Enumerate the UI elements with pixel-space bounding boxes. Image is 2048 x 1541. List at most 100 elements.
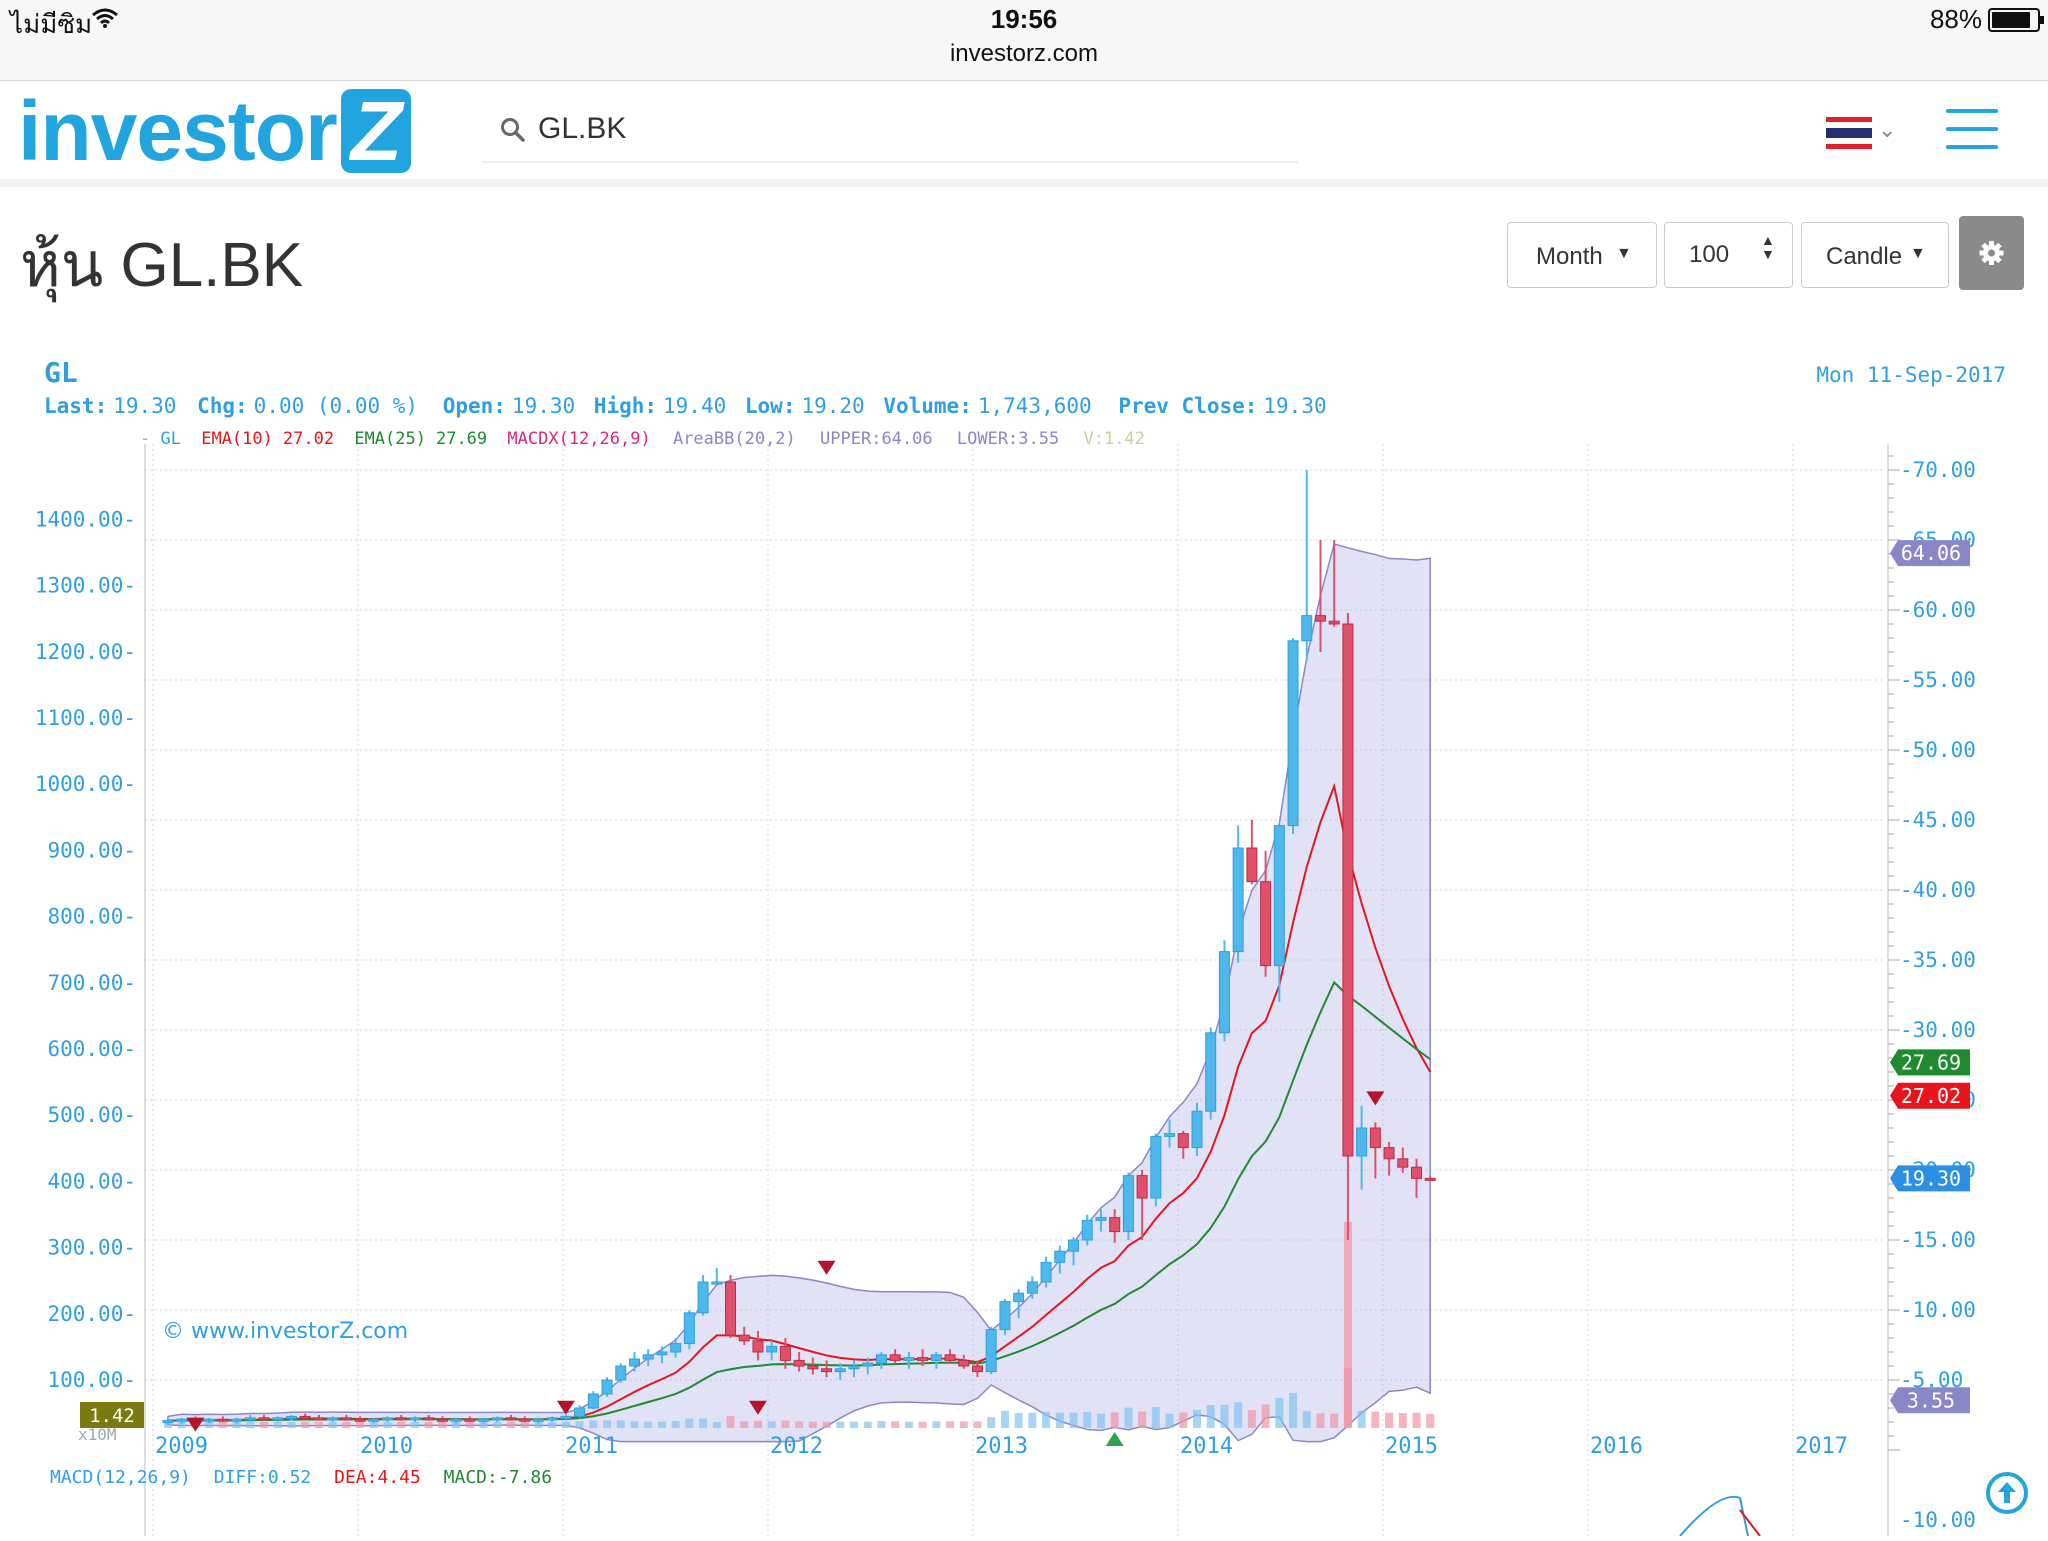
candle-body bbox=[1424, 1177, 1436, 1181]
volume-bar bbox=[397, 1421, 406, 1428]
bars-count-value: 100 bbox=[1689, 241, 1730, 268]
candle-body bbox=[1122, 1175, 1134, 1233]
candle-body bbox=[423, 1417, 435, 1421]
left-axis-tick-label: 900.00- bbox=[47, 838, 136, 862]
macd-axis-tick-label: -10.00 bbox=[1900, 1508, 1976, 1532]
right-axis-tick-label: -30.00 bbox=[1900, 1018, 1976, 1042]
candle-body bbox=[1136, 1175, 1148, 1199]
volume-bar bbox=[1138, 1411, 1147, 1428]
macd-dea: DEA:4.45 bbox=[334, 1467, 421, 1488]
volume-bar bbox=[1247, 1410, 1256, 1428]
candle-body bbox=[834, 1368, 846, 1373]
candle-body bbox=[1260, 881, 1272, 967]
candle-body bbox=[1356, 1127, 1368, 1157]
volume-bar bbox=[465, 1421, 474, 1428]
investorz-logo[interactable]: investor Z bbox=[18, 89, 412, 173]
volume-bar bbox=[753, 1420, 762, 1428]
volume-bar bbox=[164, 1421, 172, 1428]
candle-body bbox=[628, 1358, 640, 1367]
sell-signal-triangle bbox=[748, 1400, 767, 1415]
left-axis-tick-label: 300.00- bbox=[47, 1236, 136, 1260]
watermark: © www.investorZ.com bbox=[162, 1319, 408, 1344]
left-axis-tick-label: 1400.00- bbox=[35, 507, 136, 531]
macd-value: MACD:-7.86 bbox=[444, 1467, 552, 1488]
volume-bar bbox=[1302, 1411, 1311, 1428]
price-tag bbox=[1890, 540, 1970, 567]
thailand-flag-icon[interactable] bbox=[1826, 117, 1872, 149]
candle-body bbox=[1246, 847, 1258, 883]
right-axis-tick-label: -55.00 bbox=[1900, 668, 1976, 692]
search-box[interactable] bbox=[482, 99, 1298, 163]
volume-bar bbox=[328, 1421, 337, 1428]
volume-bar bbox=[644, 1421, 653, 1428]
candle-body bbox=[491, 1417, 503, 1421]
search-input[interactable] bbox=[536, 111, 1240, 147]
volume-bar bbox=[1343, 1222, 1352, 1428]
left-axis-tick-label: 1000.00- bbox=[35, 772, 136, 796]
volume-bar bbox=[1124, 1407, 1133, 1428]
x-axis-tick-label: 2013 bbox=[975, 1434, 1028, 1459]
right-axis-tick-label: -50.00 bbox=[1900, 738, 1976, 762]
wifi-icon bbox=[92, 8, 118, 28]
candle-body bbox=[601, 1379, 613, 1395]
candle-body bbox=[176, 1418, 188, 1422]
stepper-arrows-icon[interactable]: ▲ ▼ bbox=[1761, 232, 1775, 262]
candle-body bbox=[574, 1407, 586, 1417]
volume-bar bbox=[657, 1421, 666, 1428]
candle-body bbox=[862, 1362, 874, 1367]
bars-count-stepper[interactable]: 100 ▲ ▼ bbox=[1664, 222, 1793, 288]
candle-body bbox=[793, 1359, 805, 1367]
volume-bar bbox=[1234, 1402, 1243, 1428]
candle-body bbox=[313, 1417, 325, 1421]
period-select[interactable]: Month ▼ bbox=[1507, 222, 1657, 288]
battery-percent: 88% bbox=[1929, 4, 1982, 34]
x-axis-tick-label: 2015 bbox=[1385, 1434, 1438, 1459]
volume-bar bbox=[877, 1421, 886, 1428]
candle-body bbox=[1397, 1158, 1409, 1168]
url-domain[interactable]: investorz.com bbox=[949, 40, 1099, 67]
hamburger-menu-icon[interactable] bbox=[1946, 109, 1998, 149]
candle-body bbox=[340, 1417, 352, 1421]
candle-body bbox=[231, 1418, 243, 1422]
chart-type-value: Candle bbox=[1826, 243, 1903, 270]
left-axis-tick-label: 1300.00- bbox=[35, 574, 136, 598]
price-tag-text: 19.30 bbox=[1901, 1166, 1961, 1190]
volume-bar bbox=[1151, 1406, 1160, 1428]
candle-body bbox=[1411, 1166, 1423, 1179]
price-tag-text: 27.02 bbox=[1901, 1084, 1961, 1108]
candle-body bbox=[1081, 1219, 1093, 1241]
scroll-to-top-button[interactable] bbox=[1986, 1472, 2028, 1514]
candle-body bbox=[327, 1417, 339, 1421]
x-axis-tick-label: 2016 bbox=[1590, 1434, 1643, 1459]
chart-grid bbox=[145, 444, 1885, 1536]
volume-bar bbox=[575, 1421, 584, 1428]
candle-body bbox=[532, 1418, 544, 1422]
stock-chart[interactable]: GL Mon 11-Sep-2017 Last: 19.30 Chg: 0.00 (… bbox=[0, 350, 2048, 1537]
price-tag-text: 3.55 bbox=[1907, 1388, 1955, 1412]
stock-chart-canvas[interactable]: GL Mon 11-Sep-2017 Last: 19.30 Chg: 0.00 (… bbox=[0, 350, 2048, 1537]
chart-type-select[interactable]: Candle ▼ bbox=[1801, 222, 1949, 288]
volume-bar bbox=[1165, 1413, 1174, 1428]
candle-body bbox=[382, 1417, 394, 1421]
volume-bar bbox=[342, 1421, 351, 1428]
volume-bar bbox=[356, 1421, 365, 1428]
candle-body bbox=[752, 1340, 764, 1353]
candle-body bbox=[766, 1345, 778, 1353]
left-axis-tick-label: 1200.00- bbox=[35, 640, 136, 664]
volume-bar bbox=[452, 1421, 461, 1428]
volume-bar bbox=[685, 1418, 694, 1428]
candle-body bbox=[1191, 1110, 1203, 1149]
volume-bar bbox=[603, 1420, 612, 1428]
volume-bar bbox=[712, 1422, 721, 1428]
volume-bar bbox=[205, 1421, 214, 1428]
right-axis-tick-label: -10.00 bbox=[1900, 1298, 1976, 1322]
candle-body bbox=[436, 1418, 448, 1422]
volume-unit-label: x10M bbox=[78, 1425, 117, 1444]
candle-body bbox=[1054, 1250, 1066, 1263]
chevron-down-icon[interactable]: ⌄ bbox=[1878, 117, 1897, 142]
volume-bar bbox=[616, 1420, 625, 1428]
settings-button[interactable] bbox=[1959, 216, 2024, 290]
volume-bar bbox=[795, 1421, 804, 1428]
candle-body bbox=[217, 1418, 229, 1422]
volume-bar bbox=[1385, 1412, 1394, 1428]
